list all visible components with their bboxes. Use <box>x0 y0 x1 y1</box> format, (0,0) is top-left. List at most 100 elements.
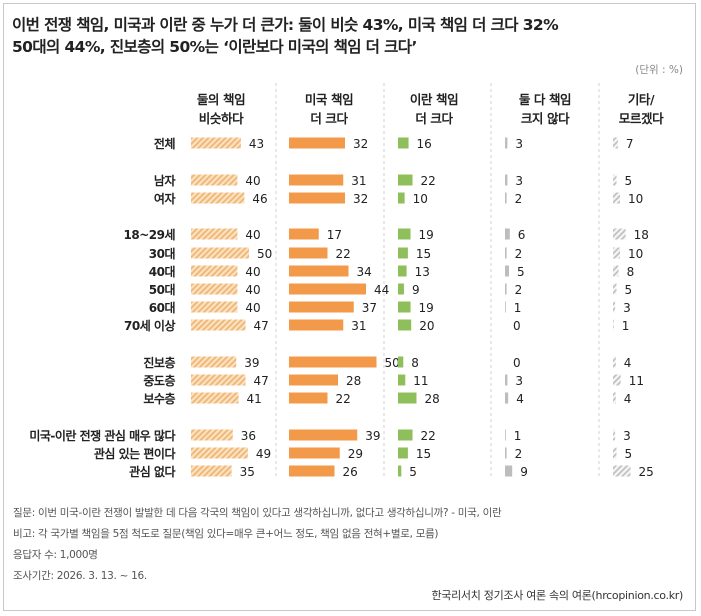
bar-1 <box>191 192 245 204</box>
bar-label-3: 19 <box>419 228 434 242</box>
bar-5 <box>613 192 620 204</box>
bar-4 <box>505 247 507 259</box>
bar-label-4: 9 <box>520 465 528 479</box>
bar-1 <box>191 374 246 386</box>
bar-3 <box>398 374 406 386</box>
bar-5 <box>613 174 617 186</box>
bar-4 <box>505 465 513 477</box>
bar-label-1: 47 <box>254 319 269 333</box>
bar-3 <box>398 356 404 368</box>
bar-2 <box>289 228 319 240</box>
source-note: 한국리서치 정기조사 여론 속의 여론(hrcopinion.co.kr) <box>431 589 683 602</box>
bar-label-2: 28 <box>346 374 361 388</box>
category-label: 보수층 <box>143 391 175 406</box>
bar-label-2: 32 <box>353 137 368 151</box>
bar-1 <box>191 356 237 368</box>
bar-label-1: 47 <box>254 374 269 388</box>
series-header-5-line-2: 모르겠다 <box>619 111 664 126</box>
bar-2 <box>289 192 345 204</box>
series-header-4-line-2: 크지 않다 <box>521 111 570 126</box>
method-note: 비고: 각 국가별 책임을 5점 척도로 질문(책임 있다=매우 큰+어느 정도… <box>13 528 439 540</box>
bar-label-1: 40 <box>245 283 260 297</box>
bar-3 <box>398 265 407 277</box>
bar-1 <box>191 283 238 295</box>
bar-4 <box>505 137 508 149</box>
bar-label-1: 41 <box>247 392 262 406</box>
bar-3 <box>398 247 408 259</box>
bar-2 <box>289 392 328 404</box>
bar-1 <box>191 301 238 313</box>
bar-1 <box>191 319 246 331</box>
bar-label-2: 31 <box>351 174 366 188</box>
series-header-3-line-1: 이란 책임 <box>410 92 458 107</box>
bar-label-5: 10 <box>628 192 643 206</box>
bar-1 <box>191 429 233 441</box>
bar-label-5: 1 <box>622 319 630 333</box>
bar-2 <box>289 465 335 477</box>
bar-4 <box>505 374 508 386</box>
bar-label-4: 0 <box>513 319 521 333</box>
bar-label-2: 50 <box>385 356 400 370</box>
bar-2 <box>289 247 328 259</box>
bar-2 <box>289 174 344 186</box>
bar-2 <box>289 374 338 386</box>
category-label: 전체 <box>154 136 176 151</box>
bar-label-3: 22 <box>421 174 436 188</box>
bar-label-1: 36 <box>241 429 256 443</box>
bar-label-4: 2 <box>515 192 523 206</box>
series-header-5-line-1: 기타/ <box>628 92 655 107</box>
bar-label-5: 4 <box>624 356 632 370</box>
bar-label-3: 20 <box>419 319 434 333</box>
category-label: 40대 <box>149 265 176 279</box>
bar-label-5: 5 <box>625 174 633 188</box>
bar-3 <box>398 301 411 313</box>
bar-3 <box>398 228 411 240</box>
bar-label-5: 18 <box>634 228 649 242</box>
category-label: 관심 없다 <box>129 464 175 479</box>
question-note: 질문: 이번 미국-이란 전쟁이 발발한 데 다음 각국의 책임이 있다고 생각… <box>13 507 502 519</box>
bar-label-2: 22 <box>336 392 351 406</box>
bar-label-3: 13 <box>415 265 430 279</box>
bar-label-5: 25 <box>639 465 654 479</box>
bar-4 <box>505 301 506 313</box>
respondents-note: 응답자 수: 1,000명 <box>13 549 98 561</box>
unit-label: (단위 : %) <box>635 64 683 76</box>
bar-5 <box>613 392 616 404</box>
bar-label-2: 29 <box>348 447 363 461</box>
bar-label-4: 2 <box>515 447 523 461</box>
bar-3 <box>398 447 408 459</box>
bar-label-4: 5 <box>517 265 525 279</box>
bar-label-2: 31 <box>351 319 366 333</box>
bar-1 <box>191 447 248 459</box>
bar-label-1: 40 <box>245 265 260 279</box>
bar-label-5: 5 <box>625 283 633 297</box>
bar-4 <box>505 174 508 186</box>
title-line-2: 50대의 44%, 진보층의 50%는 ‘이란보다 미국의 책임 더 크다’ <box>12 38 417 56</box>
bar-label-3: 8 <box>411 356 419 370</box>
bar-label-5: 10 <box>628 247 643 261</box>
bar-2 <box>289 319 344 331</box>
category-label: 여자 <box>154 191 176 206</box>
bar-label-2: 44 <box>374 283 389 297</box>
bar-label-2: 26 <box>343 465 358 479</box>
bar-label-1: 39 <box>244 356 259 370</box>
bar-5 <box>613 447 617 459</box>
bar-label-4: 4 <box>516 392 524 406</box>
bar-label-4: 3 <box>515 137 523 151</box>
bar-label-4: 2 <box>515 247 523 261</box>
bar-label-2: 37 <box>362 301 377 315</box>
bar-5 <box>613 283 617 295</box>
category-label: 60대 <box>149 301 176 315</box>
bar-5 <box>613 137 618 149</box>
bar-label-3: 5 <box>409 465 417 479</box>
category-label: 미국-이란 전쟁 관심 매우 많다 <box>29 428 175 443</box>
bar-2 <box>289 447 340 459</box>
bar-label-1: 46 <box>252 192 267 206</box>
bar-4 <box>505 429 506 441</box>
bar-3 <box>398 465 402 477</box>
category-label: 중도층 <box>143 373 175 388</box>
bar-4 <box>505 192 507 204</box>
category-label: 남자 <box>154 173 176 188</box>
bar-label-3: 16 <box>417 137 432 151</box>
